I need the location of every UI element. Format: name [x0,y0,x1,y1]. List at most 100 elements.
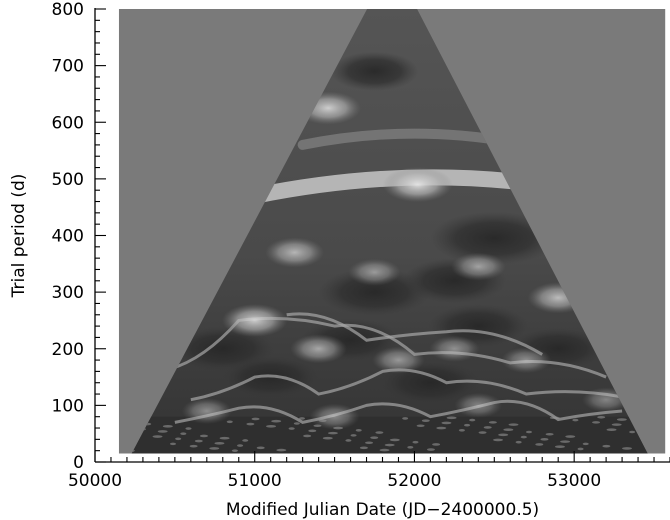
speckle [214,442,225,445]
speckle [458,428,465,432]
speckle [246,422,255,426]
speckle [515,440,522,444]
speckle [503,428,514,432]
y-tick-label: 0 [73,453,84,473]
speckle [545,432,554,436]
speckle [293,422,300,425]
speckle [209,447,220,450]
speckle [549,416,560,420]
vein-1 [190,368,623,402]
speckle [606,428,617,432]
speckle [441,421,452,425]
speckle [180,432,187,435]
speckle [407,445,414,449]
speckle [464,423,471,427]
speckle [426,448,435,451]
speckle [478,431,487,434]
bright-feature-0 [382,167,453,203]
speckle [256,446,265,450]
plot-area [118,9,666,454]
speckle [318,419,327,422]
speckle [199,434,208,438]
speckle [350,434,357,437]
speckle [375,431,384,434]
vein-2 [174,399,623,424]
speckle [412,440,419,444]
x-axis-title: Modified Julian Date (JD−2400000.5) [226,500,539,520]
bright-feature-3 [451,252,506,281]
speckle [189,444,198,448]
speckle [157,430,168,433]
speckle [237,444,244,447]
speckle [535,443,544,446]
y-tick-label: 700 [52,57,84,77]
x-tick-label: 50000 [68,471,122,491]
bright-feature-8 [372,346,425,374]
speckle [572,418,579,422]
speckle [276,448,287,452]
y-tick-label: 800 [52,0,84,20]
speckle [185,427,192,430]
speckle [402,417,409,420]
speckle [488,421,497,424]
speckle [592,421,601,424]
speckle [483,426,492,429]
speckle [597,415,606,419]
y-tick-label: 400 [52,227,84,247]
speckle [602,444,611,448]
speckle [432,443,441,446]
speckle [560,440,571,443]
speckle [416,424,425,428]
speckle [327,431,338,435]
x-tick-label: 52000 [387,471,441,491]
speckle [446,416,457,420]
speckle [345,439,352,442]
speckle [520,435,527,439]
x-tick-label: 53000 [547,471,601,491]
speckle [525,430,532,434]
speckle [616,418,627,421]
speckle [298,417,305,420]
dark-feature-0 [430,211,559,265]
speckle [508,423,519,426]
speckle [152,435,163,438]
bright-feature-2 [265,237,325,268]
x-tick-label: 51000 [228,471,282,491]
speckle [242,439,249,442]
speckle [370,436,379,439]
speckle [582,442,589,446]
speckle [333,426,344,430]
speckle [313,424,322,428]
speckle [308,429,317,433]
y-axis-title: Trial period (d) [9,174,29,299]
bright-feature-5 [348,258,401,286]
speckle [629,430,636,434]
speckle [554,445,565,449]
speckle [436,426,447,430]
axes: 50000 51000 52000 53000 0 100 200 300 400 500 600 7… [52,0,670,491]
bright-feature-13 [454,392,503,418]
speckle [577,447,584,451]
bright-feature-10 [501,347,552,374]
speckle [266,425,277,428]
bright-feature-11 [181,398,232,425]
speckle [498,433,509,437]
speckle [194,439,203,443]
speckle [359,446,368,450]
speckle [389,438,400,442]
vein-3 [286,312,543,356]
speckle [469,418,476,422]
speckle [355,428,362,432]
speckle [271,419,282,423]
dark-feature-8 [330,51,419,91]
speckle [226,420,233,424]
bright-feature-9 [429,335,480,362]
speckle [622,447,633,450]
speckle [540,438,549,441]
speckle [421,419,430,422]
y-tick-label: 500 [52,170,84,190]
y-tick-label: 600 [52,113,84,133]
y-tick-label: 300 [52,283,84,303]
speckle [170,442,177,446]
